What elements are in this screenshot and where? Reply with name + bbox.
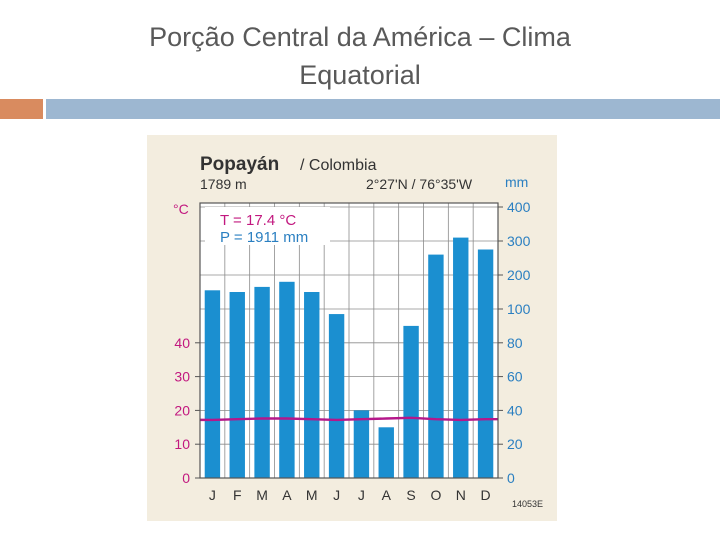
right-axis-tick-label: 80: [507, 335, 523, 351]
accent-bar-blue: [46, 99, 720, 119]
month-label: S: [406, 487, 415, 503]
temperature-line-group: [199, 416, 499, 422]
right-axis-tick-label: 20: [507, 436, 523, 452]
right-axis-tick-label: 0: [507, 470, 515, 486]
precipitation-bar: [304, 292, 320, 478]
month-label: O: [430, 487, 441, 503]
right-axis-tick-label: 300: [507, 233, 531, 249]
station-altitude: 1789 m: [200, 176, 247, 192]
accent-bar-orange: [0, 99, 43, 119]
station-country: / Colombia: [300, 157, 377, 174]
precipitation-bar: [254, 286, 270, 478]
precipitation-bar: [477, 249, 494, 478]
station-name: Popayán: [200, 154, 279, 175]
right-axis-tick-label: 400: [507, 199, 531, 215]
precipitation-bar: [204, 290, 221, 478]
right-axis-tick-label: 60: [507, 369, 523, 385]
month-label: M: [256, 487, 268, 503]
plot-frame: [199, 202, 499, 479]
month-label: J: [209, 487, 216, 503]
month-label: A: [282, 487, 292, 503]
left-axis-tick-label: 20: [174, 402, 190, 418]
month-label: A: [382, 487, 392, 503]
slide-title: Porção Central da América – Clima Equato…: [60, 18, 660, 94]
gridlines: [199, 203, 499, 479]
precipitation-bar: [279, 281, 295, 478]
month-label: M: [306, 487, 318, 503]
month-label: N: [456, 487, 466, 503]
left-axis-tick-label: 0: [182, 470, 190, 486]
temperature-line: [199, 416, 499, 422]
precipitation-bar: [428, 254, 444, 478]
precipitation-summary: P = 1911 mm: [220, 229, 308, 246]
month-label: F: [233, 487, 242, 503]
temperature-summary: T = 17.4 °C: [220, 212, 296, 229]
month-label: D: [481, 487, 491, 503]
right-axis-unit: mm: [505, 174, 528, 190]
precipitation-bar: [403, 325, 419, 478]
left-axis-tick-label: 10: [174, 436, 190, 452]
right-axis-tick-label: 40: [507, 402, 523, 418]
left-axis-unit: °C: [173, 201, 189, 217]
slide-title-line-1: Porção Central da América – Clima: [149, 22, 571, 52]
slide-title-line-2: Equatorial: [299, 60, 421, 90]
precipitation-bar: [378, 427, 394, 478]
figure-code: 14053E: [512, 499, 543, 509]
station-coordinates: 2°27'N / 76°35'W: [366, 176, 473, 192]
month-label: J: [358, 487, 365, 503]
summary-box: [205, 207, 330, 245]
precipitation-bar: [453, 237, 469, 478]
precipitation-bars: [204, 237, 494, 478]
right-axis-tick-label: 200: [507, 267, 531, 283]
right-axis-tick-label: 100: [507, 301, 531, 317]
precipitation-bar: [353, 410, 370, 478]
left-axis-tick-label: 30: [174, 369, 190, 385]
axis-ticks: [195, 206, 503, 479]
precipitation-bar: [229, 292, 245, 478]
month-label: J: [333, 487, 340, 503]
left-axis-tick-label: 40: [174, 335, 190, 351]
precipitation-bar: [328, 314, 345, 478]
climograph-panel: 0 10 20 30 40 0 20 40 60 80 100 200 300 400 J F M A M J J A S O…: [147, 135, 557, 521]
